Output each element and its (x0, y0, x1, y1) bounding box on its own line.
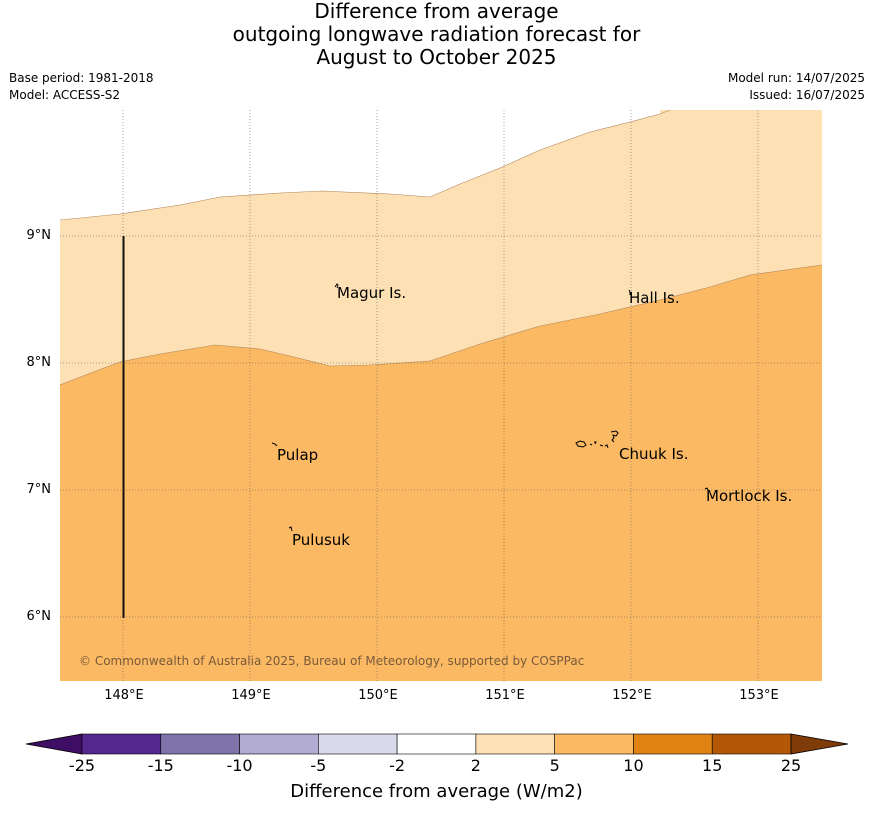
place-pulusuk: Pulusuk (292, 531, 350, 549)
colorbar-tick-label: 2 (470, 756, 481, 775)
map-area (60, 110, 822, 681)
colorbar-segment (318, 733, 398, 755)
lon-label-148e: 148°E (104, 688, 144, 703)
lat-label-7n: 7°N (26, 482, 52, 497)
title-line-1: Difference from average (314, 0, 559, 23)
island-outlines (271, 283, 709, 532)
copyright-notice: © Commonwealth of Australia 2025, Bureau… (79, 654, 585, 668)
colorbar-tick-label: -15 (147, 756, 174, 775)
island-pulusuk (288, 526, 293, 532)
island-magur (334, 283, 339, 289)
base-period: Base period: 1981-2018 (9, 71, 154, 85)
island-pulap (271, 442, 278, 447)
band-boundary-2 (60, 110, 671, 221)
colorbar-tick-label: -10 (226, 756, 253, 775)
lat-label-8n: 8°N (26, 355, 52, 370)
title-line-3: August to October 2025 (316, 45, 557, 69)
island-chuuk-lagoon (575, 430, 619, 449)
place-magur: Magur Is. (337, 284, 407, 302)
island-mortlock (704, 487, 709, 491)
meta-left: Base period: 1981-2018 Model: ACCESS-S2 (9, 70, 154, 104)
colorbar-tick-label: 15 (702, 756, 723, 775)
lon-label-152e: 152°E (612, 688, 652, 703)
lon-label-150e: 150°E (358, 688, 398, 703)
place-hall: Hall Is. (629, 289, 680, 307)
colorbar-tick-label: -2 (389, 756, 406, 775)
colorbar-tick-label: -5 (310, 756, 327, 775)
colorbar-tick-label: 5 (549, 756, 560, 775)
model-name: Model: ACCESS-S2 (9, 88, 121, 102)
issued-date: Issued: 16/07/2025 (749, 88, 865, 102)
place-mortlock: Mortlock Is. (706, 487, 793, 505)
colorbar-tick-label: 25 (780, 756, 802, 775)
lat-label-9n: 9°N (26, 228, 52, 243)
meta-right: Model run: 14/07/2025 Issued: 16/07/2025 (728, 70, 865, 104)
colorbar-segment (633, 733, 713, 755)
model-run: Model run: 14/07/2025 (727, 71, 865, 85)
colorbar (25, 733, 849, 755)
lat-label-6n: 6°N (26, 609, 52, 624)
map-canvas (60, 110, 822, 681)
colorbar-segments (25, 733, 849, 755)
lon-label-153e: 153°E (739, 688, 779, 703)
title-line-2: outgoing longwave radiation forecast for (232, 22, 641, 46)
colorbar-segment (81, 733, 162, 755)
place-chuuk: Chuuk Is. (619, 445, 689, 463)
island-hall (628, 289, 631, 295)
colorbar-label: Difference from average (W/m2) (290, 781, 583, 802)
colorbar-tick-label: -25 (68, 756, 96, 775)
colorbar-segment (554, 733, 634, 755)
colorbar-segment (239, 733, 319, 755)
colorbar-extend-low (25, 733, 83, 755)
map-title: Difference from average outgoing longwav… (0, 0, 873, 69)
colorbar-extend-high (790, 733, 849, 755)
colorbar-segment (711, 733, 792, 755)
colorbar-segment (160, 733, 240, 755)
colorbar-segment (396, 733, 477, 755)
lon-label-151e: 151°E (485, 688, 525, 703)
band-below-2-fill (60, 110, 660, 220)
colorbar-segment (475, 733, 555, 755)
colorbar-tick-label: 10 (623, 756, 644, 775)
place-pulap: Pulap (277, 446, 319, 464)
lon-label-149e: 149°E (231, 688, 271, 703)
